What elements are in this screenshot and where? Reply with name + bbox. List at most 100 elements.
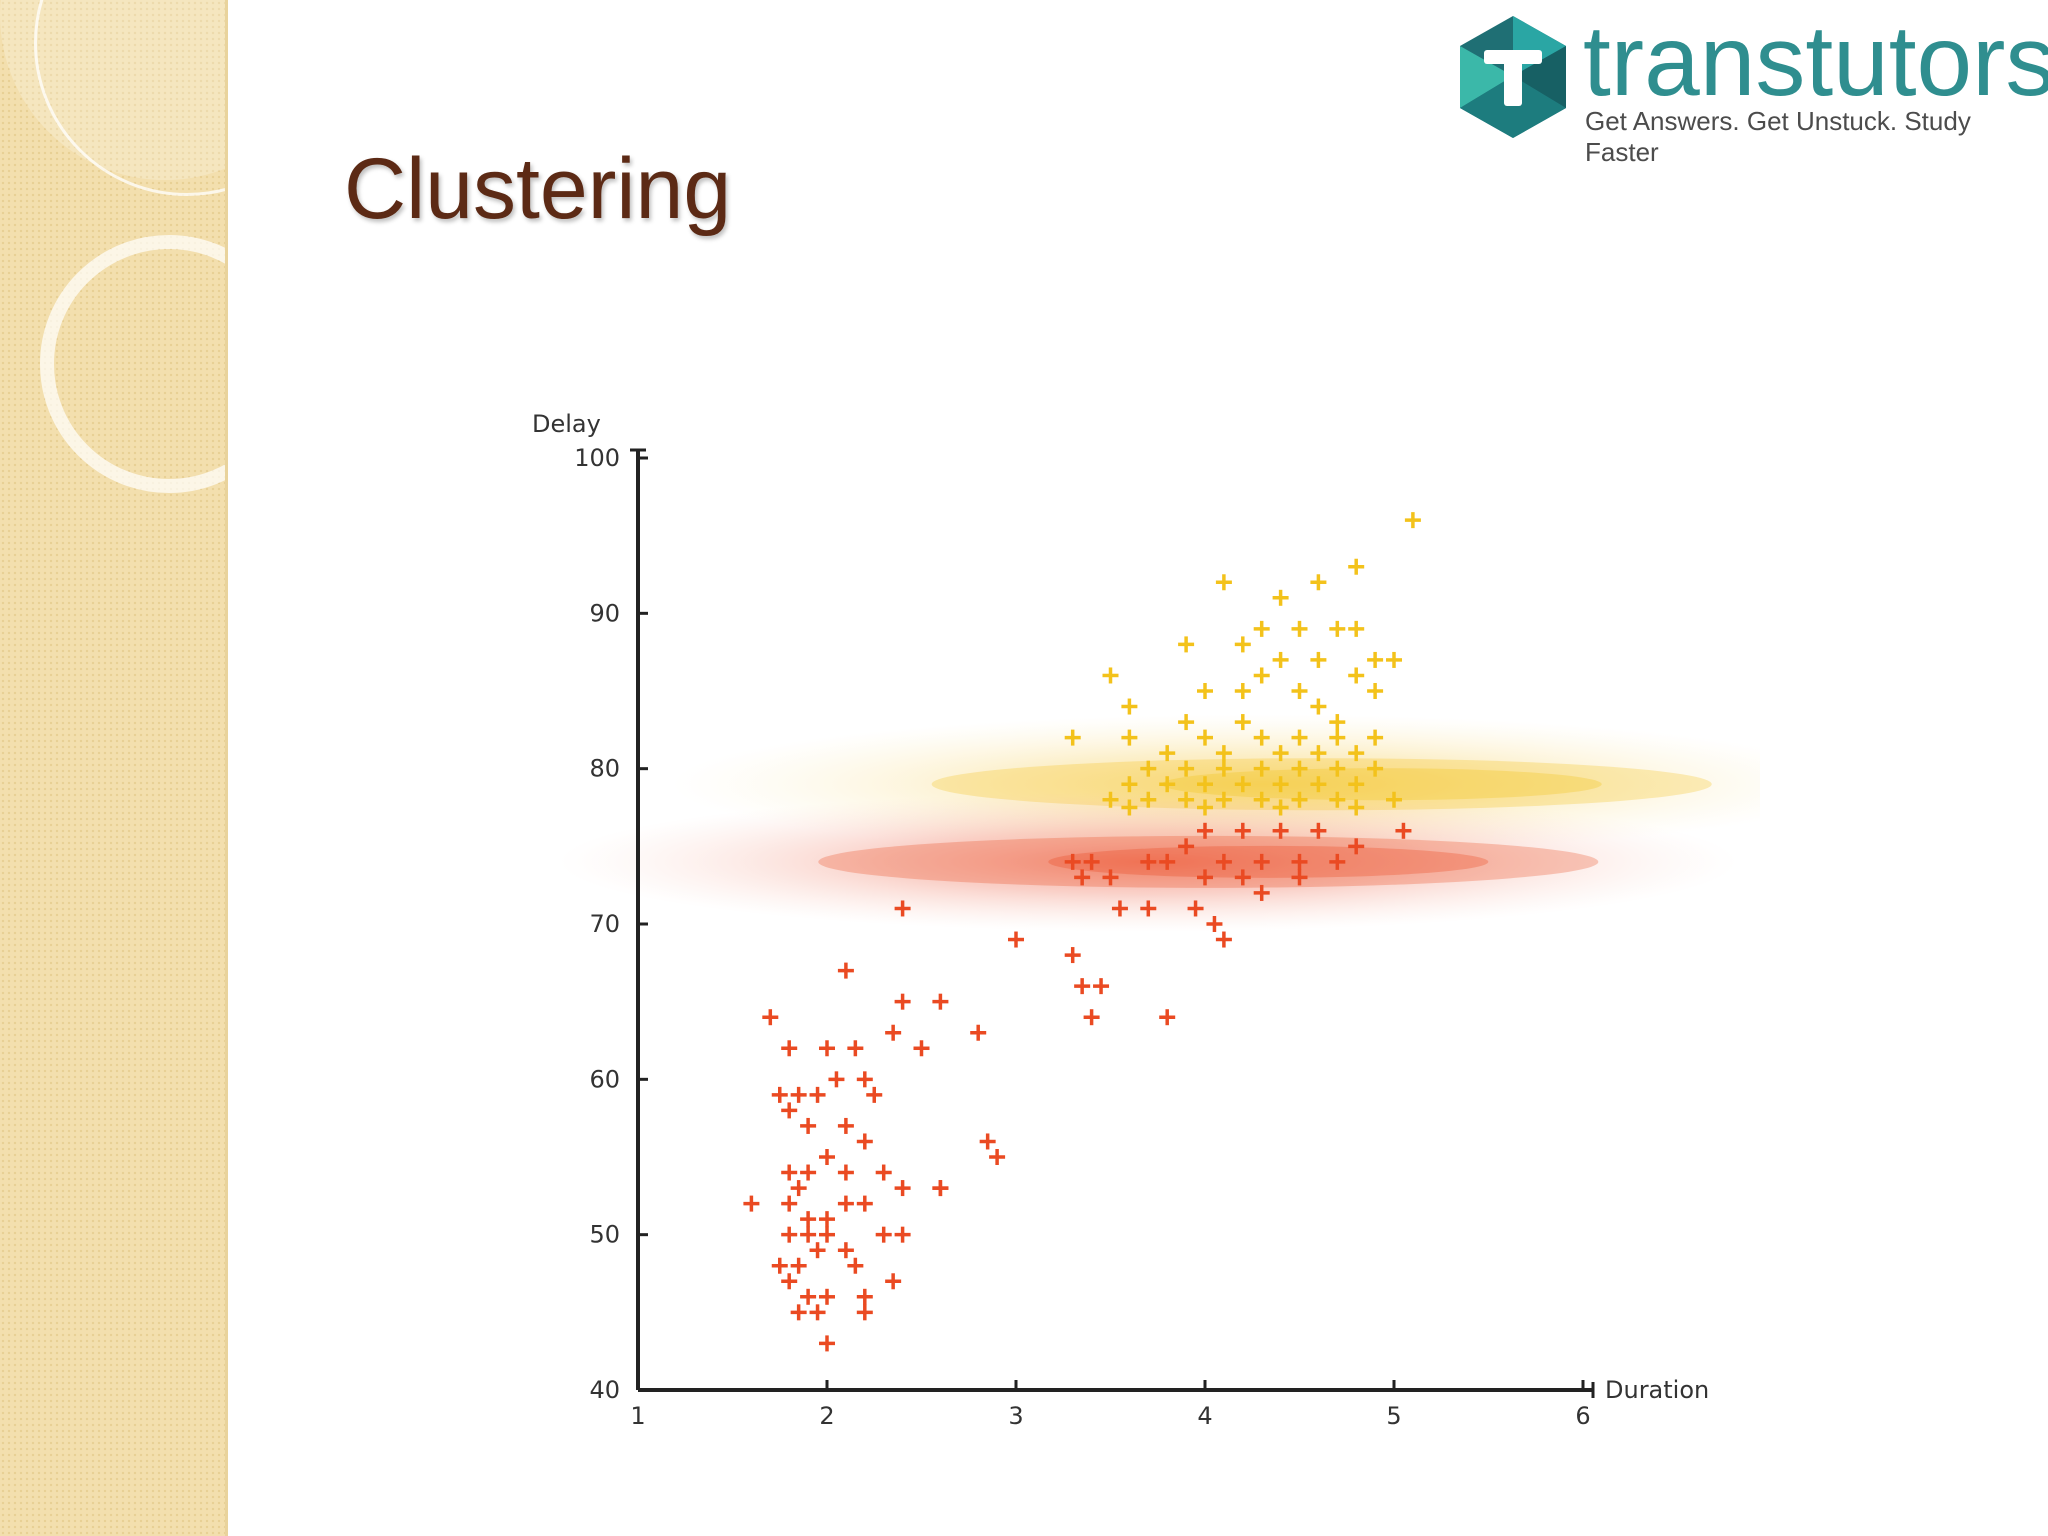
- red-cluster-point: [1159, 1009, 1176, 1026]
- yellow-cluster-point: [1102, 791, 1119, 808]
- red-cluster-point: [1253, 884, 1270, 901]
- transtutors-logo: transtutors Get Answers. Get Unstuck. St…: [1448, 5, 2048, 167]
- yellow-cluster-point: [1197, 729, 1213, 746]
- red-cluster-point: [743, 1195, 760, 1212]
- red-cluster-point: [800, 1164, 817, 1181]
- red-cluster-point: [781, 1164, 798, 1181]
- red-cluster-point: [819, 1226, 835, 1243]
- logo-wordmark: transtutors: [1583, 5, 2048, 117]
- red-cluster-point: [894, 993, 911, 1010]
- yellow-cluster-point: [1215, 574, 1232, 591]
- red-cluster-point: [847, 1040, 864, 1057]
- yellow-cluster-point: [1367, 729, 1384, 746]
- yellow-cluster-point: [1121, 729, 1138, 746]
- yellow-cluster-point: [1234, 683, 1251, 699]
- red-cluster-point: [1234, 869, 1251, 886]
- red-cluster-point: [1215, 931, 1232, 948]
- sidebar-divider: [225, 0, 228, 1536]
- y-tick-label: 80: [589, 755, 620, 783]
- yellow-cluster-point: [1234, 776, 1251, 793]
- red-cluster-point: [819, 1335, 835, 1352]
- red-cluster-point: [1093, 978, 1110, 995]
- cluster-ellipse-inner: [818, 835, 1599, 888]
- yellow-cluster-point: [1159, 776, 1176, 793]
- red-cluster-point: [856, 1304, 873, 1321]
- red-cluster-point: [856, 1133, 873, 1150]
- slide-title: Clustering: [344, 141, 732, 237]
- red-cluster-point: [819, 1149, 835, 1165]
- red-cluster-point: [1234, 822, 1251, 839]
- red-cluster-point: [1310, 822, 1327, 839]
- yellow-cluster-point: [1348, 667, 1365, 684]
- yellow-cluster-point: [1197, 776, 1213, 793]
- red-cluster-point: [913, 1040, 930, 1057]
- red-cluster-point: [1291, 853, 1308, 870]
- cluster-ellipses: [558, 714, 1760, 932]
- yellow-cluster-point: [1291, 620, 1308, 637]
- red-cluster-point: [809, 1304, 826, 1321]
- yellow-cluster-point: [1064, 729, 1081, 746]
- red-cluster-point: [1140, 900, 1157, 917]
- yellow-cluster-point: [1329, 714, 1346, 731]
- red-cluster-point: [819, 1040, 835, 1057]
- x-tick-label: 2: [819, 1402, 834, 1430]
- red-cluster-point: [800, 1211, 817, 1228]
- red-cluster-point: [1008, 931, 1024, 948]
- red-cluster-point: [837, 1164, 854, 1181]
- red-cluster-point: [781, 1195, 798, 1212]
- chart-labels: 40 50 60 70 80 90 100 1 2 3 4 5 6 Delay Duration: [532, 410, 1709, 1430]
- y-tick-label: 90: [589, 599, 620, 627]
- red-cluster-point: [781, 1040, 798, 1057]
- yellow-cluster-point: [1253, 620, 1270, 637]
- cluster-ellipse-core: [1161, 768, 1602, 801]
- chart-points: [743, 512, 1421, 1352]
- red-cluster-point: [856, 1288, 873, 1305]
- yellow-cluster-point: [1140, 791, 1157, 808]
- yellow-cluster-point: [1367, 683, 1384, 699]
- red-cluster-point: [837, 1242, 854, 1259]
- red-cluster-point: [1206, 916, 1223, 932]
- yellow-cluster-point: [1272, 799, 1289, 816]
- red-cluster-point: [1187, 900, 1204, 917]
- yellow-cluster-point: [1329, 729, 1346, 746]
- clustering-scatter-chart: 40 50 60 70 80 90 100 1 2 3 4 5 6 Delay Duration: [532, 410, 1760, 1430]
- decorative-ring: [40, 235, 228, 493]
- x-axis-label: Duration: [1605, 1376, 1709, 1404]
- yellow-cluster-point: [1291, 729, 1308, 746]
- x-tick-label: 4: [1197, 1402, 1212, 1430]
- y-tick-label: 100: [574, 444, 620, 472]
- yellow-cluster-point: [1404, 512, 1421, 529]
- yellow-cluster-point: [1197, 683, 1213, 699]
- red-cluster-point: [1064, 947, 1081, 964]
- red-cluster-point: [1272, 822, 1289, 839]
- red-cluster-point: [762, 1009, 779, 1026]
- yellow-cluster-point: [1215, 745, 1232, 762]
- red-cluster-point: [790, 1180, 807, 1197]
- red-cluster-point: [885, 1273, 902, 1290]
- decorative-sidebar: [0, 0, 228, 1536]
- yellow-cluster-point: [1272, 745, 1289, 762]
- red-cluster-point: [847, 1257, 864, 1274]
- red-cluster-point: [1215, 853, 1232, 870]
- yellow-cluster-point: [1367, 760, 1384, 777]
- red-cluster-point: [856, 1071, 873, 1088]
- yellow-cluster-point: [1348, 620, 1365, 637]
- red-cluster-point: [979, 1133, 996, 1150]
- red-cluster-point: [800, 1117, 817, 1134]
- red-cluster-point: [1083, 853, 1100, 870]
- red-cluster-point: [790, 1304, 807, 1321]
- yellow-cluster-point: [1253, 729, 1270, 746]
- x-tick-label: 1: [630, 1402, 645, 1430]
- red-cluster-point: [1178, 838, 1195, 855]
- yellow-cluster-point: [1178, 714, 1195, 731]
- yellow-cluster-point: [1102, 667, 1119, 684]
- red-cluster-point: [800, 1226, 817, 1243]
- yellow-cluster-point: [1215, 760, 1232, 777]
- yellow-cluster-point: [1234, 714, 1251, 731]
- yellow-cluster-point: [1253, 791, 1270, 808]
- yellow-cluster-point: [1291, 760, 1308, 777]
- yellow-cluster-point: [1348, 776, 1365, 793]
- red-cluster-point: [1348, 838, 1365, 855]
- yellow-cluster-point: [1215, 791, 1232, 808]
- red-cluster-point: [800, 1288, 817, 1305]
